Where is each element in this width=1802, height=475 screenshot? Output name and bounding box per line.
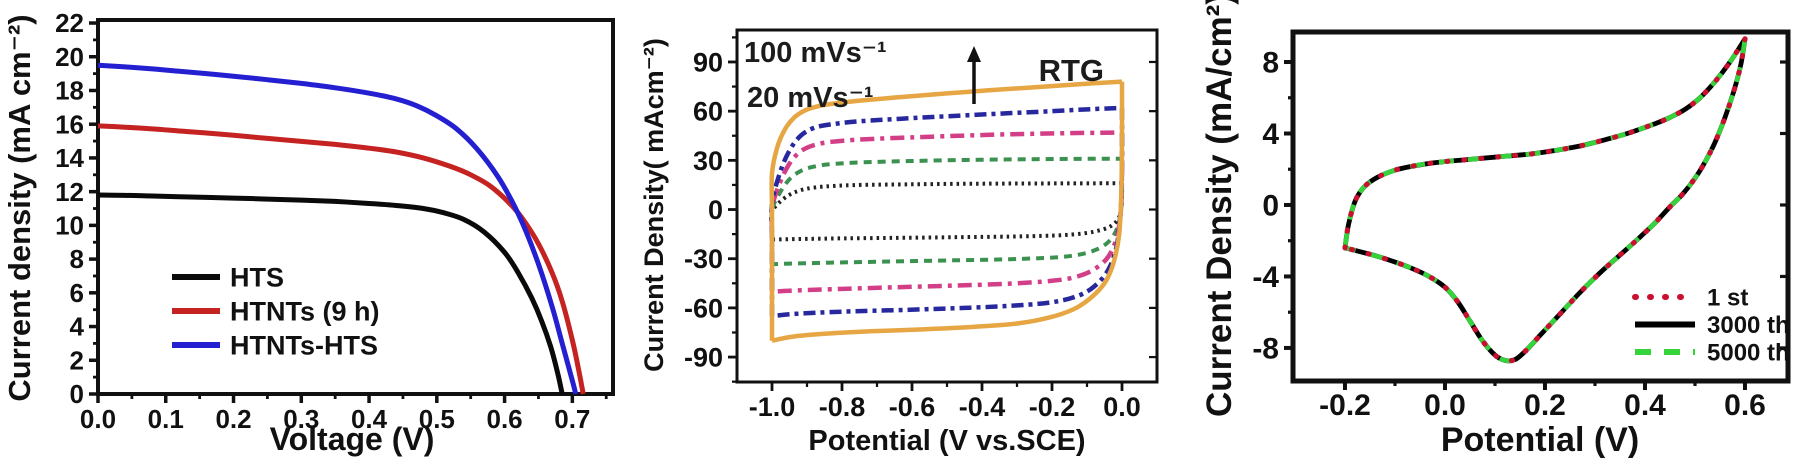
legend-label: HTNTs-HTS [230, 330, 378, 360]
x-tick-label: 0.5 [419, 404, 455, 434]
x-tick-label: 0.1 [148, 404, 184, 434]
y-tick-label: 0 [1262, 189, 1279, 222]
curve-htnts-9-h- [97, 123, 586, 395]
x-tick-label: 0.0 [1103, 392, 1141, 422]
y-tick-label: 20 [55, 42, 84, 72]
x-tick-label: 0.0 [1424, 389, 1466, 422]
annotation-0: 100 mVs⁻¹ [744, 37, 887, 69]
x-tick-label: 0.4 [351, 404, 388, 434]
axis-frame [735, 28, 1159, 384]
x-tick-label: 0.4 [1624, 389, 1666, 422]
annotation-2: RTG [1039, 53, 1104, 88]
y-tick-label: 2 [70, 345, 84, 375]
y-tick-label: 6 [70, 278, 84, 308]
y-tick-label: 4 [1262, 118, 1279, 151]
x-tick-label: -0.4 [959, 392, 1006, 422]
curve-60-mvs- [769, 130, 1125, 295]
x-tick-label: 0.7 [554, 404, 590, 434]
curve-3000-th [1342, 37, 1748, 364]
y-tick-label: 30 [693, 146, 723, 176]
curve-5000-th [1342, 37, 1748, 364]
y-tick-label: 12 [55, 177, 84, 207]
y-axis-label: Current density (mA cm⁻²) [2, 14, 37, 401]
x-tick-label: 0.2 [215, 404, 251, 434]
y-tick-label: 60 [693, 97, 723, 127]
x-tick-label: -0.6 [889, 392, 936, 422]
curve-40-mvs- [769, 156, 1125, 267]
y-tick-label: -4 [1252, 261, 1279, 294]
y-tick-label: 22 [55, 8, 84, 38]
y-tick-label: -60 [684, 293, 723, 323]
axis-frame [96, 18, 615, 396]
curve-100-mvs- [769, 79, 1125, 343]
y-axis-label: Current Density (mA/cm²) [1200, 0, 1239, 417]
curve-20-mvs- [769, 181, 1125, 242]
y-tick-label: 8 [70, 244, 84, 274]
y-tick-label: 4 [70, 312, 85, 342]
y-tick-label: -8 [1252, 332, 1279, 365]
y-axis-label: Current Density( mAcm⁻²) [639, 38, 669, 372]
x-tick-label: -1.0 [749, 392, 796, 422]
axis-frame [1290, 29, 1791, 384]
curve-80-mvs- [769, 105, 1125, 319]
y-tick-label: 10 [55, 210, 84, 240]
y-tick-label: 14 [55, 143, 84, 173]
legend-label: HTS [230, 262, 284, 292]
x-tick-label: 0.2 [1524, 389, 1566, 422]
x-tick-label: 0.3 [283, 404, 319, 434]
legend-label: 1 st [1707, 284, 1748, 311]
annotation-1: 20 mVs⁻¹ [747, 82, 874, 114]
y-tick-label: 0 [70, 379, 84, 409]
chart-cv-cycling-stability: -0.2 0.0 0.2 0.4 0.6 -8 -4 0 4 8 Potential (V) Curr… [1200, 0, 1791, 459]
y-tick-label: 0 [708, 195, 723, 225]
x-tick-label: -0.2 [1029, 392, 1076, 422]
legend: HTS HTNTs (9 h) HTNTs-HTS [172, 262, 380, 360]
y-tick-label: -90 [684, 343, 723, 373]
legend-label: 3000 th [1707, 312, 1790, 339]
x-tick-label: -0.8 [819, 392, 866, 422]
legend-label: HTNTs (9 h) [230, 296, 380, 326]
curve-htnts-hts [97, 62, 579, 395]
chart-cv-scan-rates: -1.0 -0.8 -0.6 -0.4 -0.2 0.0 -90 -60 -30 0 30 60 90 P… [639, 28, 1159, 457]
y-tick-label: 18 [55, 76, 84, 106]
y-tick-label: 16 [55, 109, 84, 139]
curve-hts [97, 192, 565, 395]
y-tick-label: 90 [693, 47, 723, 77]
x-tick-label: 0.6 [487, 404, 523, 434]
x-tick-label: 0.0 [80, 404, 116, 434]
x-axis-label: Voltage (V) [270, 421, 435, 457]
legend-label: 5000 th [1707, 339, 1790, 366]
x-tick-label: -0.2 [1319, 389, 1371, 422]
scan-rate-arrowhead [967, 46, 981, 62]
y-tick-label: -30 [684, 244, 723, 274]
curve-1-st [1342, 36, 1748, 364]
x-axis-label: Potential (V) [1441, 421, 1639, 459]
x-axis-label: Potential (V vs.SCE) [808, 425, 1085, 457]
x-tick-label: 0.6 [1724, 389, 1766, 422]
y-tick-label: 8 [1262, 47, 1279, 80]
